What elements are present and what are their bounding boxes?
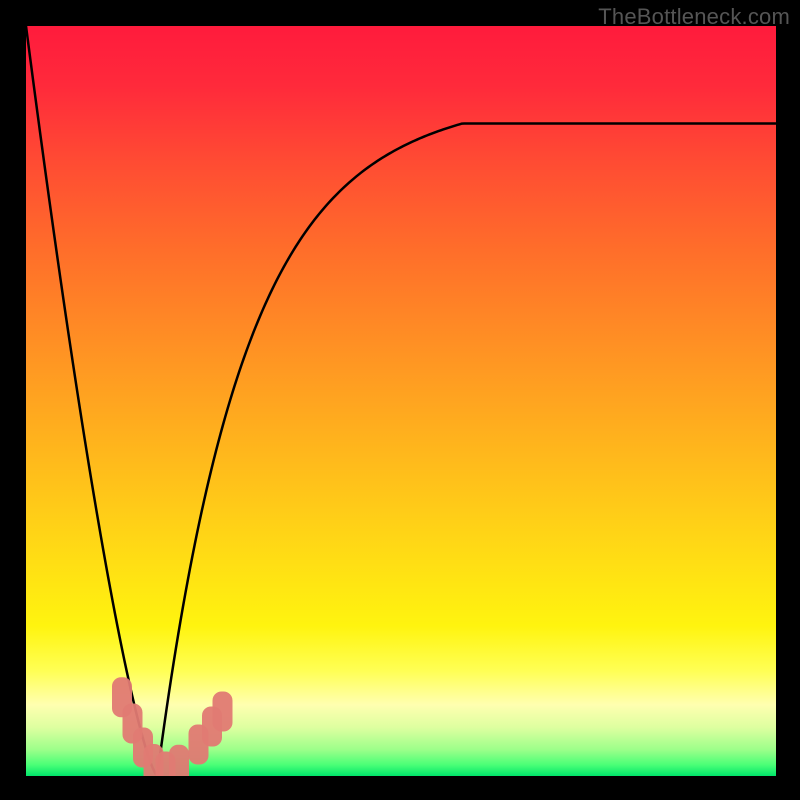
watermark-text: TheBottleneck.com (598, 4, 790, 30)
chart-stage: TheBottleneck.com (0, 0, 800, 800)
bottleneck-curve-chart (0, 0, 800, 800)
gradient-background (26, 26, 776, 776)
curve-marker (213, 692, 233, 732)
